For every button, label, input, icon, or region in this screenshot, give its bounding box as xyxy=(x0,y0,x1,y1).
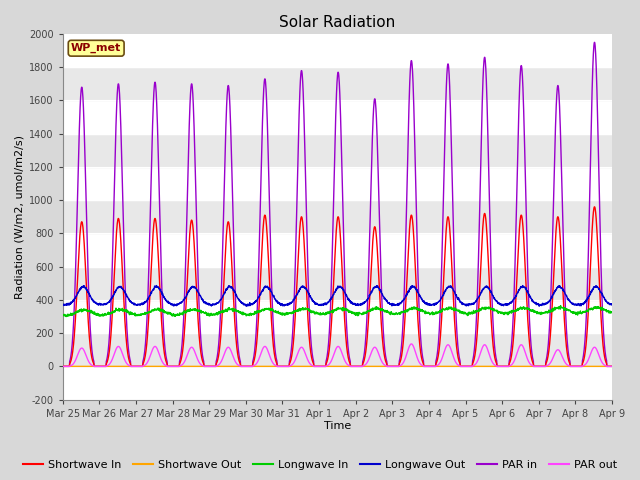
Bar xyxy=(63,133,612,167)
PAR in xyxy=(575,363,582,369)
Bar xyxy=(63,34,612,67)
Shortwave Out xyxy=(497,363,504,369)
Shortwave Out xyxy=(575,363,582,369)
Shortwave In xyxy=(59,363,67,369)
Longwave Out xyxy=(212,301,220,307)
Bar xyxy=(63,100,612,133)
Shortwave Out xyxy=(365,363,373,369)
Y-axis label: Radiation (W/m2, umol/m2/s): Radiation (W/m2, umol/m2/s) xyxy=(15,135,25,299)
Line: Longwave In: Longwave In xyxy=(63,306,612,317)
Bar xyxy=(63,233,612,266)
PAR in xyxy=(608,363,616,369)
Bar xyxy=(63,200,612,233)
X-axis label: Time: Time xyxy=(324,421,351,432)
Longwave Out xyxy=(575,301,583,307)
Shortwave In xyxy=(591,204,598,210)
Shortwave In xyxy=(212,363,220,369)
PAR in xyxy=(365,255,373,261)
Shortwave Out xyxy=(353,363,361,369)
Bar xyxy=(63,300,612,333)
PAR in xyxy=(559,241,567,247)
Bar xyxy=(63,167,612,200)
PAR in xyxy=(497,363,504,369)
Longwave In xyxy=(212,310,220,316)
Shortwave In xyxy=(608,363,616,369)
Line: PAR out: PAR out xyxy=(63,344,612,366)
Shortwave In xyxy=(497,363,504,369)
Shortwave Out xyxy=(212,363,220,369)
PAR out xyxy=(497,363,505,369)
Line: Longwave Out: Longwave Out xyxy=(63,286,612,306)
Legend: Shortwave In, Shortwave Out, Longwave In, Longwave Out, PAR in, PAR out: Shortwave In, Shortwave Out, Longwave In… xyxy=(19,456,621,474)
PAR in xyxy=(212,363,220,369)
Line: Shortwave In: Shortwave In xyxy=(63,207,612,366)
PAR out xyxy=(560,357,568,362)
PAR out xyxy=(575,363,582,369)
Line: PAR in: PAR in xyxy=(63,42,612,366)
Longwave In xyxy=(608,309,616,315)
Longwave Out xyxy=(535,303,543,309)
Title: Solar Radiation: Solar Radiation xyxy=(279,15,396,30)
PAR out xyxy=(353,363,361,369)
Shortwave Out xyxy=(608,363,616,369)
Bar xyxy=(63,67,612,100)
Text: WP_met: WP_met xyxy=(71,43,122,53)
Longwave Out xyxy=(608,302,616,308)
PAR out xyxy=(408,341,415,347)
Shortwave In xyxy=(559,299,567,304)
Longwave In xyxy=(62,314,70,320)
PAR out xyxy=(608,363,616,369)
Longwave Out xyxy=(59,302,67,308)
Longwave In xyxy=(353,311,361,316)
Longwave In xyxy=(365,308,373,314)
PAR in xyxy=(353,363,361,369)
Longwave In xyxy=(557,303,564,309)
Bar xyxy=(63,266,612,300)
PAR in xyxy=(59,363,67,369)
Longwave Out xyxy=(497,302,505,308)
Longwave Out xyxy=(560,288,568,294)
PAR in xyxy=(591,39,598,45)
Shortwave Out xyxy=(559,363,567,369)
PAR out xyxy=(365,356,373,361)
Shortwave Out xyxy=(59,363,67,369)
Shortwave In xyxy=(353,363,361,369)
Longwave In xyxy=(575,310,583,315)
Longwave In xyxy=(497,310,505,315)
Shortwave In xyxy=(575,363,582,369)
Shortwave In xyxy=(365,307,373,313)
Longwave In xyxy=(560,305,568,311)
Bar xyxy=(63,366,612,399)
Longwave Out xyxy=(365,292,373,298)
Longwave Out xyxy=(152,283,160,288)
Longwave In xyxy=(59,312,67,318)
Bar xyxy=(63,333,612,366)
Longwave Out xyxy=(353,301,361,307)
PAR out xyxy=(59,363,67,369)
PAR out xyxy=(212,363,220,369)
